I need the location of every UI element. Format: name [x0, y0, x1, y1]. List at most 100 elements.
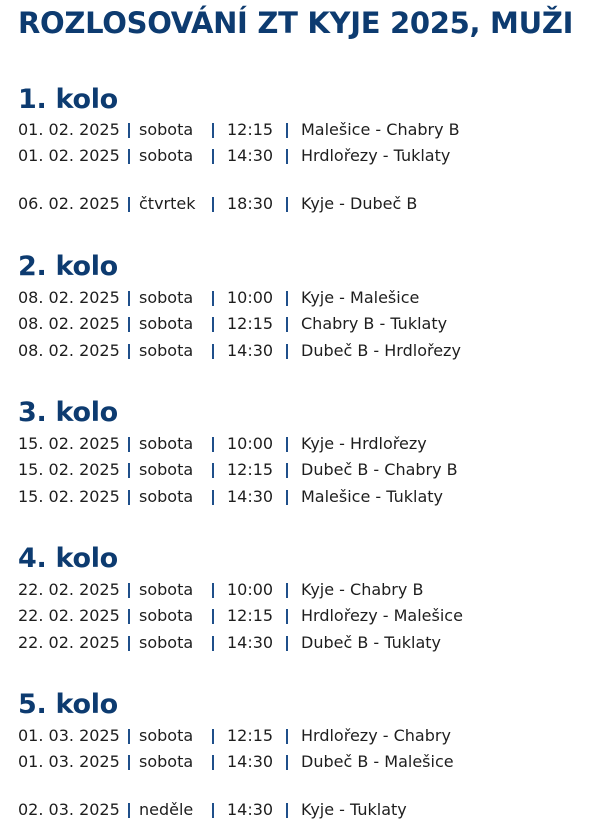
separator — [212, 344, 214, 359]
separator — [286, 583, 288, 598]
match-date: 08. 02. 2025 — [18, 341, 120, 360]
separator — [128, 636, 130, 651]
match-day: sobota — [139, 341, 194, 360]
match-time: 12:15 — [227, 120, 274, 139]
match-teams: Malešice - Tuklaty — [301, 487, 444, 506]
match-teams: Malešice - Chabry B — [301, 120, 460, 139]
separator — [286, 437, 288, 452]
separator — [286, 803, 288, 818]
separator — [128, 123, 130, 138]
separator — [212, 437, 214, 452]
match-day: čtvrtek — [139, 194, 196, 213]
round-heading: 5. kolo — [18, 689, 118, 720]
match-date: 15. 02. 2025 — [18, 460, 120, 479]
separator — [128, 317, 130, 332]
separator — [212, 291, 214, 306]
match-time: 14:30 — [227, 752, 274, 771]
separator — [286, 344, 288, 359]
match-date: 15. 02. 2025 — [18, 487, 120, 506]
separator — [286, 636, 288, 651]
separator — [286, 755, 288, 770]
match-time: 14:30 — [227, 487, 274, 506]
match-day: sobota — [139, 580, 194, 599]
match-day: sobota — [139, 434, 194, 453]
round-heading: 1. kolo — [18, 84, 118, 115]
separator — [212, 636, 214, 651]
separator — [286, 291, 288, 306]
match-time: 10:00 — [227, 288, 274, 307]
separator — [286, 123, 288, 138]
match-time: 14:30 — [227, 146, 274, 165]
match-time: 12:15 — [227, 606, 274, 625]
match-teams: Dubeč B - Chabry B — [301, 460, 458, 479]
separator — [128, 490, 130, 505]
match-date: 01. 03. 2025 — [18, 726, 120, 745]
match-time: 12:15 — [227, 460, 274, 479]
match-time: 14:30 — [227, 633, 274, 652]
match-date: 01. 03. 2025 — [18, 752, 120, 771]
match-date: 02. 03. 2025 — [18, 800, 120, 819]
match-time: 14:30 — [227, 800, 274, 819]
separator — [286, 317, 288, 332]
match-teams: Kyje - Chabry B — [301, 580, 424, 599]
match-time: 10:00 — [227, 580, 274, 599]
separator — [212, 803, 214, 818]
match-time: 14:30 — [227, 341, 274, 360]
match-teams: Dubeč B - Hrdlořezy — [301, 341, 461, 360]
match-teams: Chabry B - Tuklaty — [301, 314, 448, 333]
match-teams: Kyje - Hrdlořezy — [301, 434, 427, 453]
match-day: sobota — [139, 120, 194, 139]
match-day: sobota — [139, 726, 194, 745]
separator — [212, 123, 214, 138]
match-teams: Dubeč B - Malešice — [301, 752, 454, 771]
match-day: sobota — [139, 487, 194, 506]
separator — [128, 583, 130, 598]
match-day: sobota — [139, 146, 194, 165]
separator — [128, 197, 130, 212]
separator — [286, 149, 288, 164]
separator — [128, 291, 130, 306]
separator — [128, 609, 130, 624]
separator — [128, 803, 130, 818]
match-teams: Kyje - Malešice — [301, 288, 420, 307]
separator — [286, 197, 288, 212]
match-teams: Kyje - Dubeč B — [301, 194, 418, 213]
match-time: 10:00 — [227, 434, 274, 453]
match-date: 22. 02. 2025 — [18, 606, 120, 625]
separator — [212, 490, 214, 505]
round-heading: 4. kolo — [18, 543, 118, 574]
match-teams: Hrdlořezy - Malešice — [301, 606, 463, 625]
match-teams: Kyje - Tuklaty — [301, 800, 407, 819]
match-teams: Hrdlořezy - Tuklaty — [301, 146, 451, 165]
match-date: 15. 02. 2025 — [18, 434, 120, 453]
match-date: 08. 02. 2025 — [18, 288, 120, 307]
separator — [212, 463, 214, 478]
match-date: 01. 02. 2025 — [18, 120, 120, 139]
separator — [286, 490, 288, 505]
page-title: ROZLOSOVÁNÍ ZT KYJE 2025, MUŽI — [18, 6, 574, 40]
match-day: sobota — [139, 606, 194, 625]
match-day: sobota — [139, 752, 194, 771]
match-date: 08. 02. 2025 — [18, 314, 120, 333]
separator — [128, 149, 130, 164]
match-day: sobota — [139, 460, 194, 479]
match-teams: Hrdlořezy - Chabry — [301, 726, 451, 745]
separator — [212, 729, 214, 744]
separator — [128, 729, 130, 744]
separator — [286, 729, 288, 744]
match-teams: Dubeč B - Tuklaty — [301, 633, 442, 652]
separator — [286, 463, 288, 478]
separator — [128, 344, 130, 359]
separator — [212, 583, 214, 598]
match-date: 01. 02. 2025 — [18, 146, 120, 165]
match-day: sobota — [139, 314, 194, 333]
round-heading: 3. kolo — [18, 397, 118, 428]
match-date: 22. 02. 2025 — [18, 633, 120, 652]
separator — [212, 197, 214, 212]
match-time: 18:30 — [227, 194, 274, 213]
match-date: 06. 02. 2025 — [18, 194, 120, 213]
separator — [212, 609, 214, 624]
match-day: sobota — [139, 288, 194, 307]
match-day: neděle — [139, 800, 194, 819]
separator — [212, 755, 214, 770]
